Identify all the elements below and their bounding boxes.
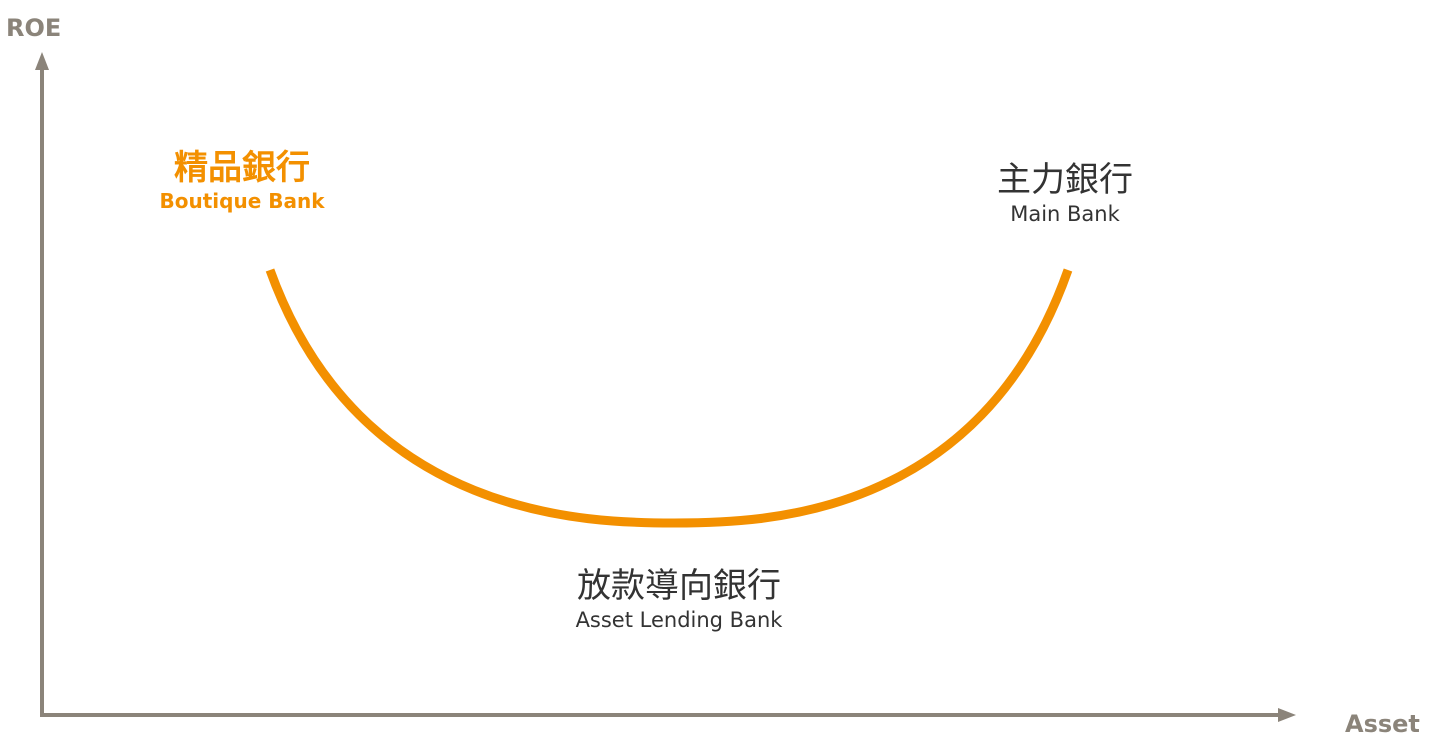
main-bank-label: 主力銀行 Main Bank (950, 160, 1180, 227)
x-axis-arrow-icon (1278, 708, 1296, 722)
x-axis-label: Asset (1345, 710, 1420, 738)
boutique-bank-en: Boutique Bank (159, 188, 325, 213)
boutique-bank-label: 精品銀行 Boutique Bank (127, 148, 357, 214)
boutique-bank-zh: 精品銀行 (174, 148, 310, 188)
y-axis-label: ROE (6, 14, 62, 42)
asset-lending-bank-label: 放款導向銀行 Asset Lending Bank (519, 566, 839, 633)
main-bank-zh: 主力銀行 (997, 160, 1133, 200)
u-curve (265, 268, 1073, 528)
y-axis-arrow-icon (35, 52, 49, 70)
main-bank-en: Main Bank (1010, 201, 1120, 226)
asset-lending-bank-en: Asset Lending Bank (575, 607, 783, 632)
asset-lending-bank-zh: 放款導向銀行 (577, 566, 781, 606)
